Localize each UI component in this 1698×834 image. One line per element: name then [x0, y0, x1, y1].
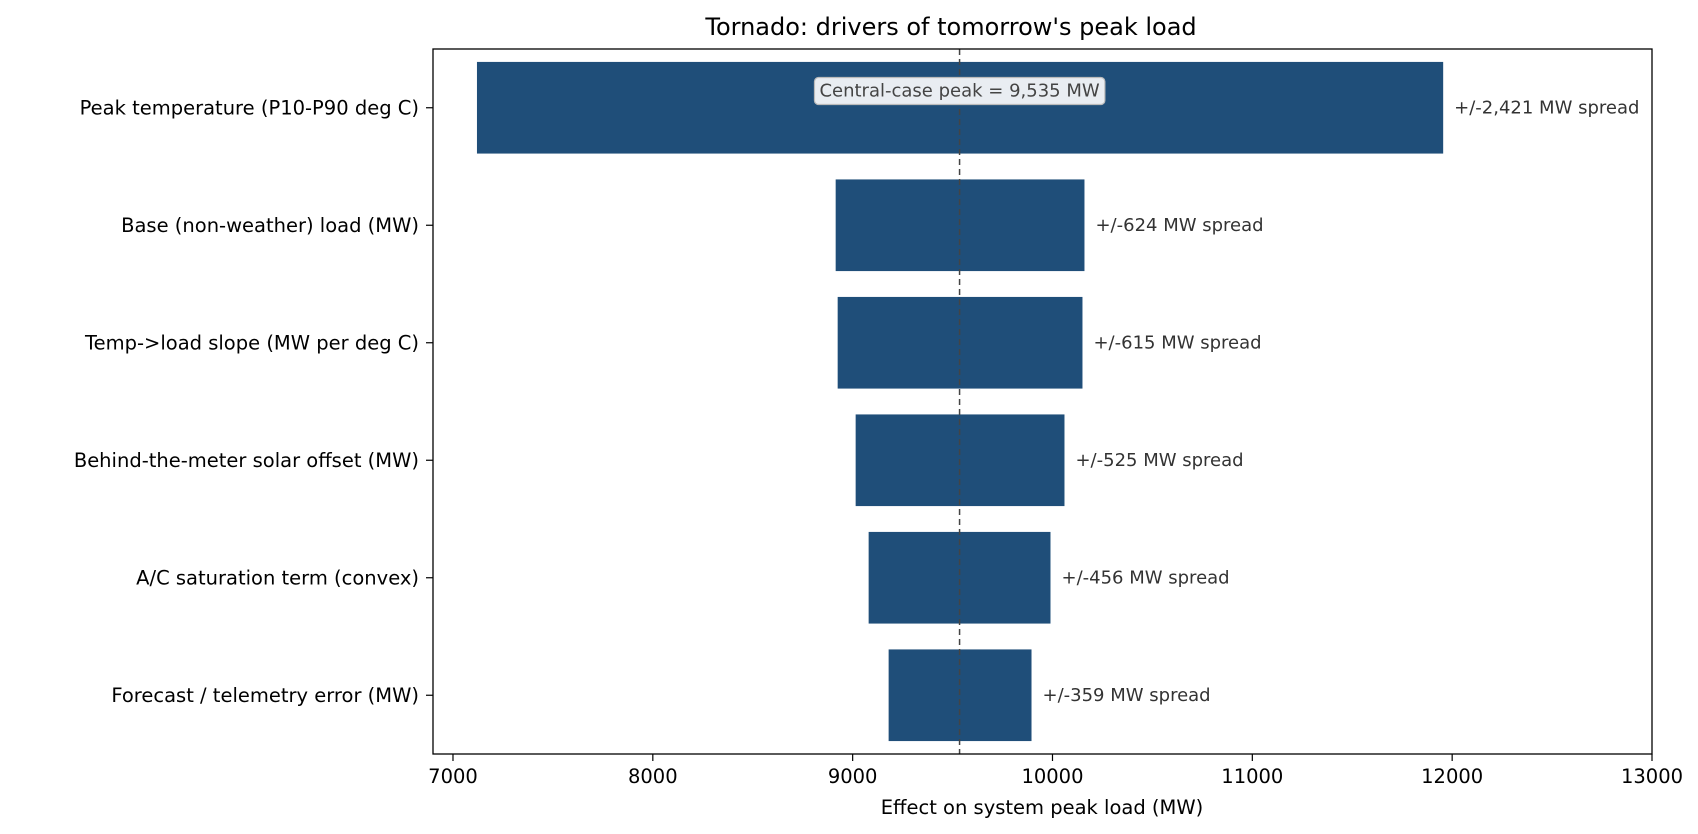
- x-axis-label: Effect on system peak load (MW): [881, 796, 1204, 819]
- spread-label: +/-456 MW spread: [1061, 567, 1229, 588]
- spread-label: +/-624 MW spread: [1095, 215, 1263, 236]
- x-tick-label: 11000: [1221, 765, 1283, 788]
- category-label: Temp->load slope (MW per deg C): [84, 331, 419, 354]
- category-label: Forecast / telemetry error (MW): [111, 684, 419, 707]
- spread-label: +/-2,421 MW spread: [1454, 97, 1639, 118]
- x-tick-label: 8000: [628, 765, 678, 788]
- category-label: Base (non-weather) load (MW): [121, 214, 419, 237]
- central-case-annotation: Central-case peak = 9,535 MW: [819, 81, 1099, 102]
- plot-area: Peak temperature (P10-P90 deg C) +/-2,421…: [74, 48, 1683, 788]
- x-tick-label: 13000: [1621, 765, 1683, 788]
- category-label: Behind-the-meter solar offset (MW): [74, 449, 419, 472]
- category-label: A/C saturation term (convex): [136, 566, 419, 589]
- plot-frame: [432, 48, 1653, 755]
- category-label: Peak temperature (P10-P90 deg C): [80, 96, 419, 119]
- chart-title: Tornado: drivers of tomorrow's peak load: [704, 13, 1196, 41]
- spread-label: +/-525 MW spread: [1075, 450, 1243, 471]
- central-case-annotation-box: [813, 76, 1106, 106]
- spread-label: +/-615 MW spread: [1093, 332, 1261, 353]
- x-tick-label: 7000: [428, 765, 478, 788]
- x-tick-label: 12000: [1421, 765, 1483, 788]
- x-tick-label: 10000: [1021, 765, 1083, 788]
- x-tick-label: 9000: [828, 765, 878, 788]
- spread-label: +/-359 MW spread: [1043, 685, 1211, 706]
- tornado-bar: [868, 531, 1051, 624]
